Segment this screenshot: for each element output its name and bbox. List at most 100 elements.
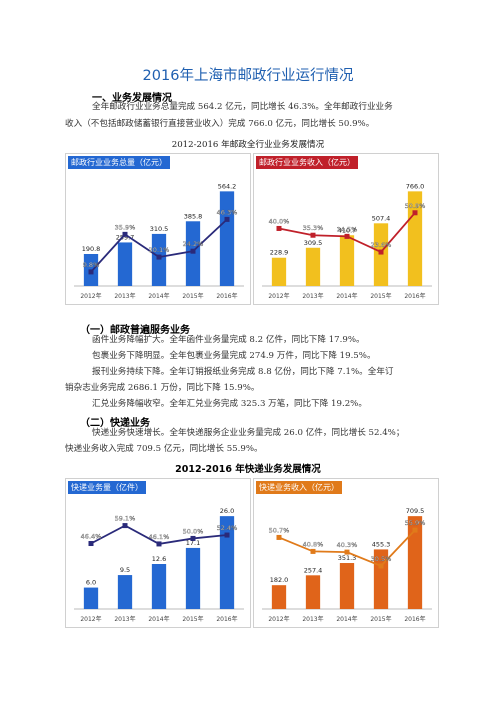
growth-point [156,254,162,260]
bar [151,564,167,609]
growth-point [378,249,384,255]
subsection-heading-universal: （一）邮政普遍服务业务 [80,325,190,336]
chart-title-volume: 邮政行业业务总量（亿元） [68,156,170,169]
category-label: 2014年 [148,292,169,300]
chart-volume: 190.8 2012年 259.7 2013年 310.5 2014年 385.8 2015年… [74,182,244,300]
bar-value-label: 228.9 [270,249,289,257]
growth-label: 50.0% [183,527,204,535]
bar [117,242,133,286]
bar [83,587,99,609]
bar-value-label: 6.0 [86,579,96,587]
bar [407,191,423,286]
chart-panel-express-revenue: 182.0 2012年 257.4 2013年 351.3 2014年 455.3 2015年… [253,478,439,628]
express-line-1: 快递业务快速增长。全年快递服务企业业务量完成 26.0 亿件，同比增长 52.4… [92,428,405,438]
growth-label: 50.7% [269,526,290,534]
bar-value-label: 259.7 [116,233,135,241]
category-label: 2015年 [370,615,391,623]
growth-label: 24.2% [183,240,204,248]
category-label: 2016年 [404,615,425,623]
category-label: 2013年 [302,615,323,623]
category-label: 2012年 [268,615,289,623]
page-title: 2016年上海市邮政行业运行情况 [142,68,354,84]
bar-value-label: 26.0 [220,507,234,515]
growth-point [88,269,94,275]
growth-point [122,231,128,237]
bar-value-label: 17.1 [186,539,200,547]
growth-point [310,548,316,554]
category-label: 2012年 [80,292,101,300]
bar-value-label: 9.5 [120,566,130,574]
growth-point [224,216,230,222]
chart-caption-industry: 2012-2016 年邮政全行业业务发展情况 [171,140,325,150]
bar [151,233,167,286]
growth-label: 46.4% [81,533,102,541]
growth-point [156,541,162,547]
category-label: 2013年 [114,292,135,300]
growth-point [344,549,350,555]
growth-label: 46.3% [217,208,238,216]
chart-express-volume: 6.0 2012年 9.5 2013年 12.6 2014年 17.1 2015年 26.0 20… [74,507,244,623]
category-label: 2013年 [114,615,135,623]
growth-label: 55.9% [405,519,426,527]
growth-label: 35.9% [115,223,136,231]
summary-line-2: 收入（不包括邮政储蓄银行直接营业收入）完成 766.0 亿元，同比增长 50.9… [65,119,375,129]
category-label: 2015年 [182,292,203,300]
bar [407,516,423,609]
chart-express-revenue: 182.0 2012年 257.4 2013年 351.3 2014年 455.3 2015年… [262,507,432,623]
bar-value-label: 455.3 [372,540,391,548]
growth-point [88,541,94,547]
bar-value-label: 709.5 [406,507,425,515]
growth-point [224,532,230,538]
growth-point [310,232,316,238]
growth-point [344,233,350,239]
bar [305,247,321,286]
express-line-2: 快递业务收入完成 709.5 亿元，同比增长 55.9%。 [65,444,263,454]
bar-value-label: 309.5 [304,239,323,247]
growth-label: 40.8% [303,540,324,548]
growth-label: 59.1% [115,515,136,523]
category-label: 2014年 [336,615,357,623]
bar [271,585,287,609]
bar [271,257,287,286]
chart-title-express-volume: 快递业务量（亿件） [68,481,146,494]
growth-point [412,210,418,216]
bar-value-label: 766.0 [406,182,425,190]
paragraph-remittance: 汇兑业务降幅收窄。全年汇兑业务完成 325.3 万笔，同比下降 19.2%。 [92,399,367,409]
section-heading-business: 一、业务发展情况 [92,93,172,104]
category-label: 2012年 [268,292,289,300]
paragraph-letters: 函件业务降幅扩大。全年函件业务量完成 8.2 亿件，同比下降 17.9%。 [92,335,365,345]
category-label: 2014年 [148,615,169,623]
growth-label: 46.1% [149,533,170,541]
bar [219,516,235,609]
growth-label: 30.5% [371,555,392,563]
bar-value-label: 190.8 [82,245,101,253]
growth-point [190,248,196,254]
bar-value-label: 410.7 [338,226,357,234]
bar [117,575,133,609]
growth-point [190,535,196,541]
growth-point [276,225,282,231]
chart-title-express-revenue: 快递业务收入（亿元） [256,481,342,494]
subsection-heading-express: （二）快递业务 [80,418,150,429]
chart-caption-express: 2012-2016 年快递业务发展情况 [175,464,321,475]
chart-revenue: 228.9 2012年 309.5 2013年 410.7 2014年 507.4 2015年… [262,182,432,300]
category-label: 2016年 [216,615,237,623]
growth-label: 9.8% [83,261,100,269]
category-label: 2013年 [302,292,323,300]
bar [219,191,235,286]
category-label: 2015年 [370,292,391,300]
bar [305,575,321,609]
bar [373,223,389,286]
growth-label: 50.9% [405,202,426,210]
growth-label: 34.5% [337,225,358,233]
growth-point [122,523,128,529]
bar-value-label: 12.6 [152,555,166,563]
category-label: 2012年 [80,615,101,623]
chart-panel-volume: 190.8 2012年 259.7 2013年 310.5 2014年 385.8 2015年… [65,153,251,305]
bar [339,563,355,609]
paragraph-press-2: 销杂志业务完成 2686.1 万份，同比下降 15.9%。 [65,383,260,393]
category-label: 2015年 [182,615,203,623]
bar-value-label: 310.5 [150,225,169,233]
growth-point [378,563,384,569]
bar-value-label: 385.8 [184,212,203,220]
